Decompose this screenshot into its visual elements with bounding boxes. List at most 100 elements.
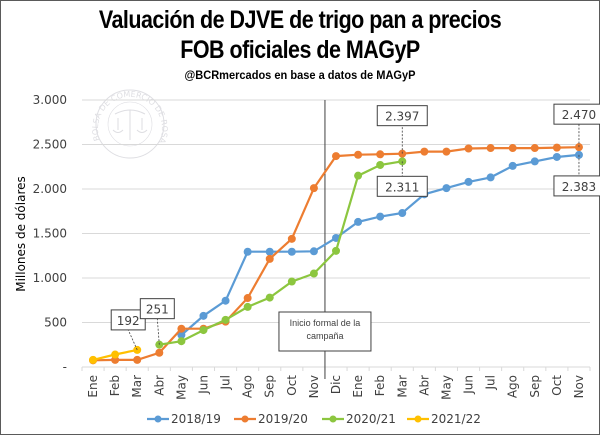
data-point xyxy=(420,147,429,156)
data-point xyxy=(464,177,473,186)
data-point xyxy=(265,247,274,256)
x-tick-label: Sep xyxy=(528,375,542,398)
y-tick-label: 1.500 xyxy=(33,227,67,241)
series-2018-19 xyxy=(177,150,583,339)
legend-marker xyxy=(329,415,337,423)
data-label-box xyxy=(376,175,428,197)
x-tick-label: Oct xyxy=(550,375,564,396)
y-tick-label: 500 xyxy=(44,316,67,330)
legend-label: 2018/19 xyxy=(171,412,221,426)
legend-item-2020-21: 2020/21 xyxy=(322,412,396,426)
data-point xyxy=(552,143,561,152)
data-point xyxy=(508,161,517,170)
data-point xyxy=(464,144,473,153)
legend-item-2018-19: 2018/19 xyxy=(147,412,221,426)
y-tick-label: 1.000 xyxy=(33,271,67,285)
chart-title: Valuación de DJVE de trigo pan a precios xyxy=(98,6,502,34)
data-point xyxy=(376,212,385,221)
data-point xyxy=(309,269,318,278)
data-point xyxy=(199,326,208,335)
chart-title-line2: FOB oficiales de MAGyP xyxy=(180,36,420,64)
x-tick-label: Mar xyxy=(395,375,409,398)
data-point xyxy=(177,324,186,333)
x-tick-label: Ene xyxy=(351,375,365,398)
data-point xyxy=(332,246,340,255)
data-label: 2.397 xyxy=(385,110,419,124)
data-point xyxy=(243,302,252,311)
y-tick-label: 2.000 xyxy=(33,182,67,196)
data-point xyxy=(221,315,230,324)
data-label: 2.311 xyxy=(385,180,419,194)
watermark-logo: BOLSA DE COMERCIO DE ROSARIO xyxy=(0,0,169,159)
data-point xyxy=(243,247,252,256)
label-leader xyxy=(156,318,160,345)
data-point xyxy=(287,277,296,286)
y-axis-label: Millones de dólares xyxy=(14,176,28,292)
x-tick-label: Nov xyxy=(307,375,321,398)
data-point xyxy=(376,150,385,159)
data-point xyxy=(177,330,186,339)
x-tick-label: Sep xyxy=(263,375,277,398)
data-point xyxy=(199,311,208,320)
x-tick-label: Nov xyxy=(572,375,586,398)
data-point xyxy=(111,350,120,359)
data-point xyxy=(177,337,186,346)
data-point xyxy=(508,144,517,153)
data-point xyxy=(442,184,451,193)
x-tick-label: Jun xyxy=(196,375,210,395)
x-tick-label: Ago xyxy=(506,375,520,398)
legend-label: 2019/20 xyxy=(258,412,308,426)
data-point xyxy=(265,254,274,263)
data-point xyxy=(552,152,561,161)
x-tick-label: Feb xyxy=(373,375,387,396)
data-label-box xyxy=(139,298,175,320)
data-point xyxy=(486,173,495,182)
legend-label: 2020/21 xyxy=(346,412,396,426)
chart-subtitle: @BCRmercados en base a datos de MAGyP xyxy=(184,68,416,82)
data-label-box xyxy=(376,105,428,127)
data-point xyxy=(265,293,274,302)
label-leader xyxy=(127,329,138,351)
series-line xyxy=(159,160,403,346)
data-point xyxy=(332,233,340,242)
y-tick-label: - xyxy=(63,360,67,374)
data-label-box xyxy=(553,175,600,197)
watermark-text: BOLSA DE COMERCIO DE ROSARIO xyxy=(0,0,169,145)
x-tick-label: May xyxy=(174,375,188,400)
data-point xyxy=(354,150,363,159)
data-point xyxy=(332,152,340,161)
data-point xyxy=(376,160,385,169)
y-tick-label: 2.500 xyxy=(33,138,67,152)
legend-marker xyxy=(241,415,249,423)
data-point xyxy=(221,296,230,305)
data-label: 2.383 xyxy=(562,180,596,194)
svg-text:BOLSA DE COMERCIO DE ROSARIO: BOLSA DE COMERCIO DE ROSARIO xyxy=(0,0,169,145)
legend-marker xyxy=(414,415,422,423)
series-2020-21 xyxy=(155,157,407,349)
x-tick-label: Jul xyxy=(484,375,498,390)
data-label: 2.470 xyxy=(562,108,596,122)
x-tick-label: Abr xyxy=(152,375,166,396)
data-point xyxy=(354,171,363,180)
x-tick-label: Ene xyxy=(86,375,100,398)
x-tick-label: Mar xyxy=(130,375,144,398)
data-label: 192 xyxy=(117,314,140,328)
legend-marker xyxy=(154,415,162,423)
data-point xyxy=(155,348,164,357)
data-point xyxy=(530,157,539,166)
data-point xyxy=(442,147,451,156)
x-tick-label: Ago xyxy=(241,375,255,398)
annotation-text-line2: campaña xyxy=(306,331,343,341)
data-point xyxy=(398,209,407,218)
x-tick-label: Abr xyxy=(417,375,431,396)
legend-item-2019-20: 2019/20 xyxy=(234,412,308,426)
data-point xyxy=(89,355,98,364)
data-point xyxy=(243,294,252,303)
data-point xyxy=(309,184,318,193)
x-tick-label: Jun xyxy=(462,375,476,395)
data-label-box xyxy=(110,309,146,331)
annotation-box xyxy=(278,311,372,352)
data-point xyxy=(287,247,296,256)
x-tick-label: May xyxy=(439,375,453,400)
